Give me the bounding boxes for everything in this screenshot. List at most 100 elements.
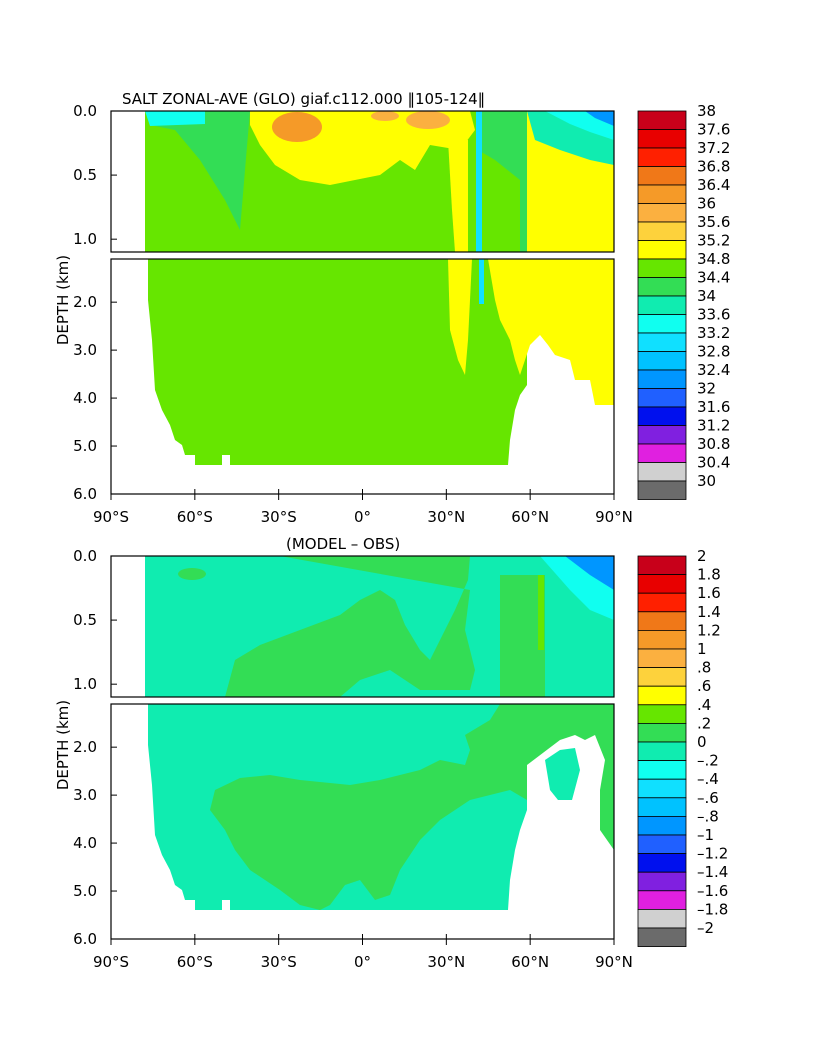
salinity-fresh-region: [479, 259, 484, 304]
panel-title: SALT ZONAL-AVE (GLO) giaf.c112.000 ‖105-…: [122, 90, 485, 108]
colorbar-swatch: [637, 369, 687, 389]
colorbar-level-label: .2: [697, 714, 711, 732]
colorbar-swatch: [637, 816, 687, 836]
colorbar-swatch: [637, 221, 687, 241]
negative-anomaly-region: [565, 556, 614, 590]
y-tick-label: 6.0: [73, 485, 97, 503]
colorbar-level-label: 30.4: [697, 454, 730, 472]
colorbar-level-label: 1.6: [697, 584, 721, 602]
colorbar-swatch: [637, 443, 687, 463]
colorbar-swatch: [637, 704, 687, 724]
upper-y-tick-labels: 0.0 0.5 1.0: [73, 102, 117, 248]
y-tick-label: 2.0: [73, 738, 97, 756]
colorbar-swatch: [637, 797, 687, 817]
salinity-max-region: [272, 112, 322, 142]
colorbar-level-label: 30: [697, 472, 716, 490]
colorbar-level-label: 37.2: [697, 139, 730, 157]
y-axis-label: DEPTH (km): [54, 700, 72, 790]
colorbar-swatch: [637, 741, 687, 762]
colorbar-swatch: [637, 611, 687, 631]
colorbar-swatch: [637, 834, 687, 855]
colorbar-swatch: [637, 295, 687, 315]
y-tick-label: 1.0: [73, 675, 97, 693]
x-tick-labels: 90°S 60°S 30°S 0° 30°N 60°N 90°N: [93, 934, 633, 971]
x-tick-label: 90°S: [93, 953, 129, 971]
y-tick-label: 5.0: [73, 437, 97, 455]
upper-depth-section: [111, 111, 614, 252]
colorbar-level-label: 34: [697, 287, 716, 305]
colorbar-level-label: –.4: [697, 770, 719, 788]
upper-y-tick-labels: 0.0 0.5 1.0: [73, 547, 117, 693]
salinity-field-base: [148, 259, 527, 465]
colorbar-swatch: [637, 592, 687, 613]
colorbar-swatch: [637, 406, 687, 426]
colorbar-swatch: [637, 723, 687, 743]
y-tick-label: 0.0: [73, 102, 97, 120]
colorbar-level-label: 34.8: [697, 250, 730, 268]
y-tick-label: 0.5: [73, 611, 97, 629]
colorbar-swatch: [637, 760, 687, 780]
colorbar-level-label: 1.2: [697, 621, 721, 639]
negative-anomaly-region: [545, 748, 580, 800]
salinity-max-region: [406, 111, 450, 129]
y-tick-label: 3.0: [73, 786, 97, 804]
colorbar-swatch: [637, 277, 687, 297]
x-tick-label: 30°S: [261, 953, 297, 971]
colorbar-level-label: –2: [697, 919, 714, 937]
panel-title: (MODEL – OBS): [286, 535, 400, 553]
salinity-high-region: [448, 259, 472, 375]
positive-anomaly-region: [210, 704, 614, 910]
difference-colorbar: 21.81.61.41.21.8.6.4.20–.2–.4–.6–.8–1–1.…: [637, 547, 728, 948]
colorbar-level-label: 35.6: [697, 213, 730, 231]
colorbar-level-label: –.2: [697, 752, 719, 770]
colorbar-level-label: 38: [697, 102, 716, 120]
colorbar-swatch: [637, 555, 687, 576]
x-tick-label: 0°: [354, 953, 371, 971]
y-tick-label: 1.0: [73, 230, 97, 248]
colorbar-level-label: .8: [697, 659, 711, 677]
upper-depth-section: [111, 556, 614, 697]
lower-y-tick-labels: 2.0 3.0 4.0 5.0 6.0: [73, 293, 117, 503]
colorbar-level-label: 1.8: [697, 566, 721, 584]
x-tick-label: 60°N: [511, 508, 549, 526]
y-tick-label: 6.0: [73, 930, 97, 948]
colorbar-level-label: 36.4: [697, 176, 730, 194]
x-tick-label: 0°: [354, 508, 371, 526]
y-tick-label: 0.5: [73, 166, 97, 184]
colorbar-swatch: [637, 667, 687, 687]
colorbar-level-label: .6: [697, 677, 711, 695]
x-tick-label: 60°S: [177, 508, 213, 526]
positive-anomaly-region: [500, 575, 545, 697]
colorbar-swatch: [637, 630, 687, 650]
colorbar-level-label: 32.8: [697, 343, 730, 361]
salinity-fresh-region: [145, 111, 205, 126]
colorbar-level-label: –.6: [697, 789, 719, 807]
colorbar-swatch: [637, 166, 687, 186]
colorbar-swatch: [637, 314, 687, 334]
x-tick-label: 90°N: [595, 508, 633, 526]
colorbar-level-label: 31.6: [697, 398, 730, 416]
colorbar-level-label: 32: [697, 380, 716, 398]
x-tick-label: 30°S: [261, 508, 297, 526]
colorbar-swatch: [637, 871, 687, 892]
colorbar-swatch: [637, 927, 687, 948]
colorbar-level-label: 1: [697, 640, 707, 658]
colorbar-swatch: [637, 425, 687, 445]
y-tick-label: 2.0: [73, 293, 97, 311]
colorbar-swatch: [637, 574, 687, 594]
colorbar-swatch: [637, 351, 687, 371]
positive-anomaly-region: [538, 575, 544, 650]
land-mask: [111, 556, 145, 697]
colorbar-swatch: [637, 258, 687, 278]
colorbar-level-label: 30.8: [697, 435, 730, 453]
colorbar-swatch: [637, 388, 687, 408]
salt-colorbar: 3837.637.236.836.43635.635.234.834.43433…: [637, 102, 730, 500]
colorbar-swatch: [637, 129, 687, 149]
salinity-fresh-region: [478, 111, 527, 252]
colorbar-level-label: –.8: [697, 807, 719, 825]
colorbar-level-label: 33.2: [697, 324, 730, 342]
colorbar-level-label: 36: [697, 195, 716, 213]
colorbar-level-label: –1.4: [697, 863, 728, 881]
salinity-fresh-region: [145, 111, 250, 230]
